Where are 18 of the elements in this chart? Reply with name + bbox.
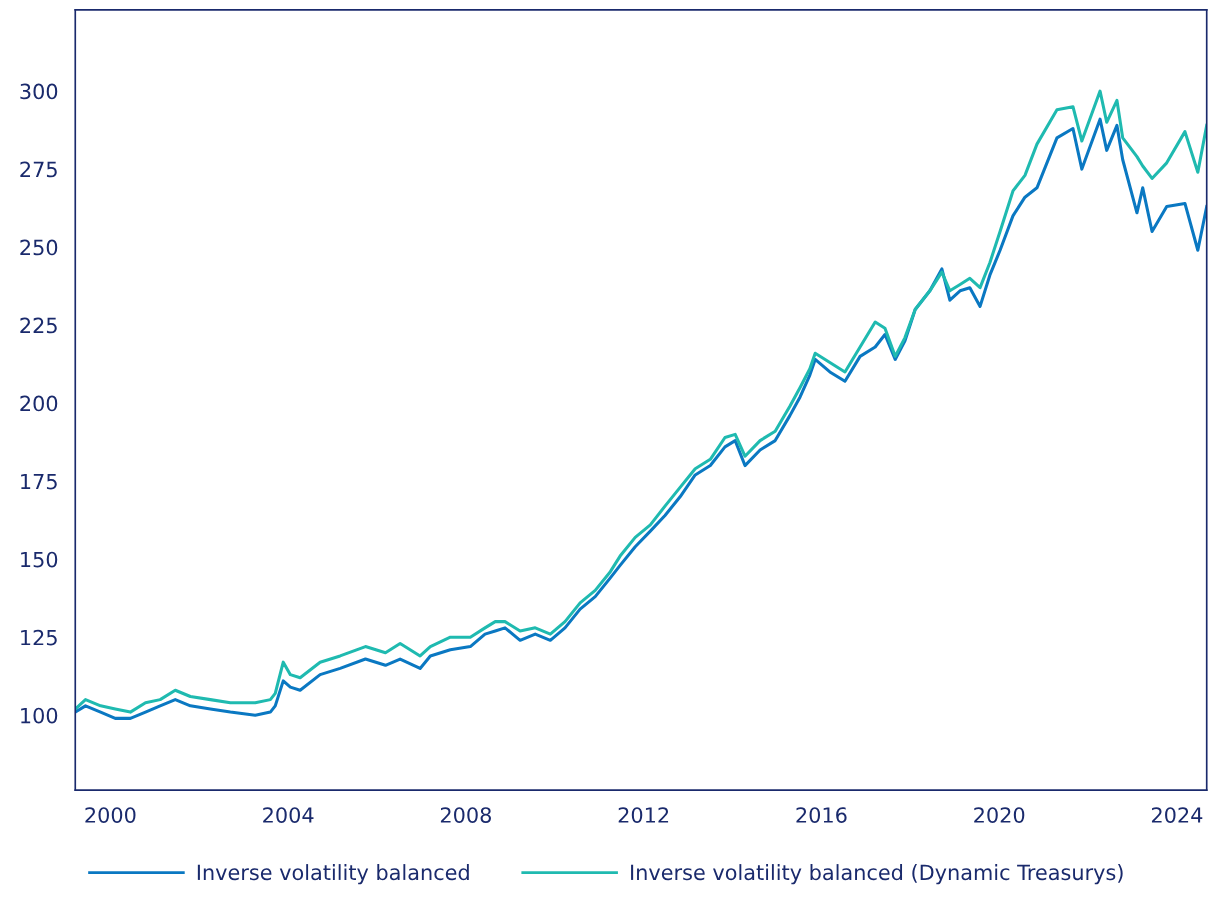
y-tick-label: 225	[20, 317, 57, 334]
x-tick-label: 2012	[618, 807, 669, 823]
y-tick-label: 200	[20, 395, 58, 412]
x-tick-label: 2020	[974, 807, 1025, 823]
y-tick-label: 100	[21, 707, 58, 724]
y-tick-label: 300	[20, 83, 58, 100]
x-tick-label: 2024	[1151, 807, 1203, 823]
y-tick-label: 175	[21, 473, 57, 490]
y-tick-label: 150	[21, 551, 58, 568]
x-tick-label: 2004	[263, 807, 314, 823]
y-tick-label: 250	[20, 239, 58, 256]
x-tick-label: 2000	[85, 807, 136, 823]
x-tick-label: 2016	[796, 807, 847, 823]
legend-label: Inverse volatility balanced (Dynamic Treasurys)	[631, 864, 1123, 885]
legend-label: Inverse volatility balanced	[197, 864, 469, 885]
x-tick-label: 2008	[440, 807, 491, 823]
y-tick-label: 125	[21, 629, 57, 646]
y-tick-label: 275	[20, 161, 57, 178]
